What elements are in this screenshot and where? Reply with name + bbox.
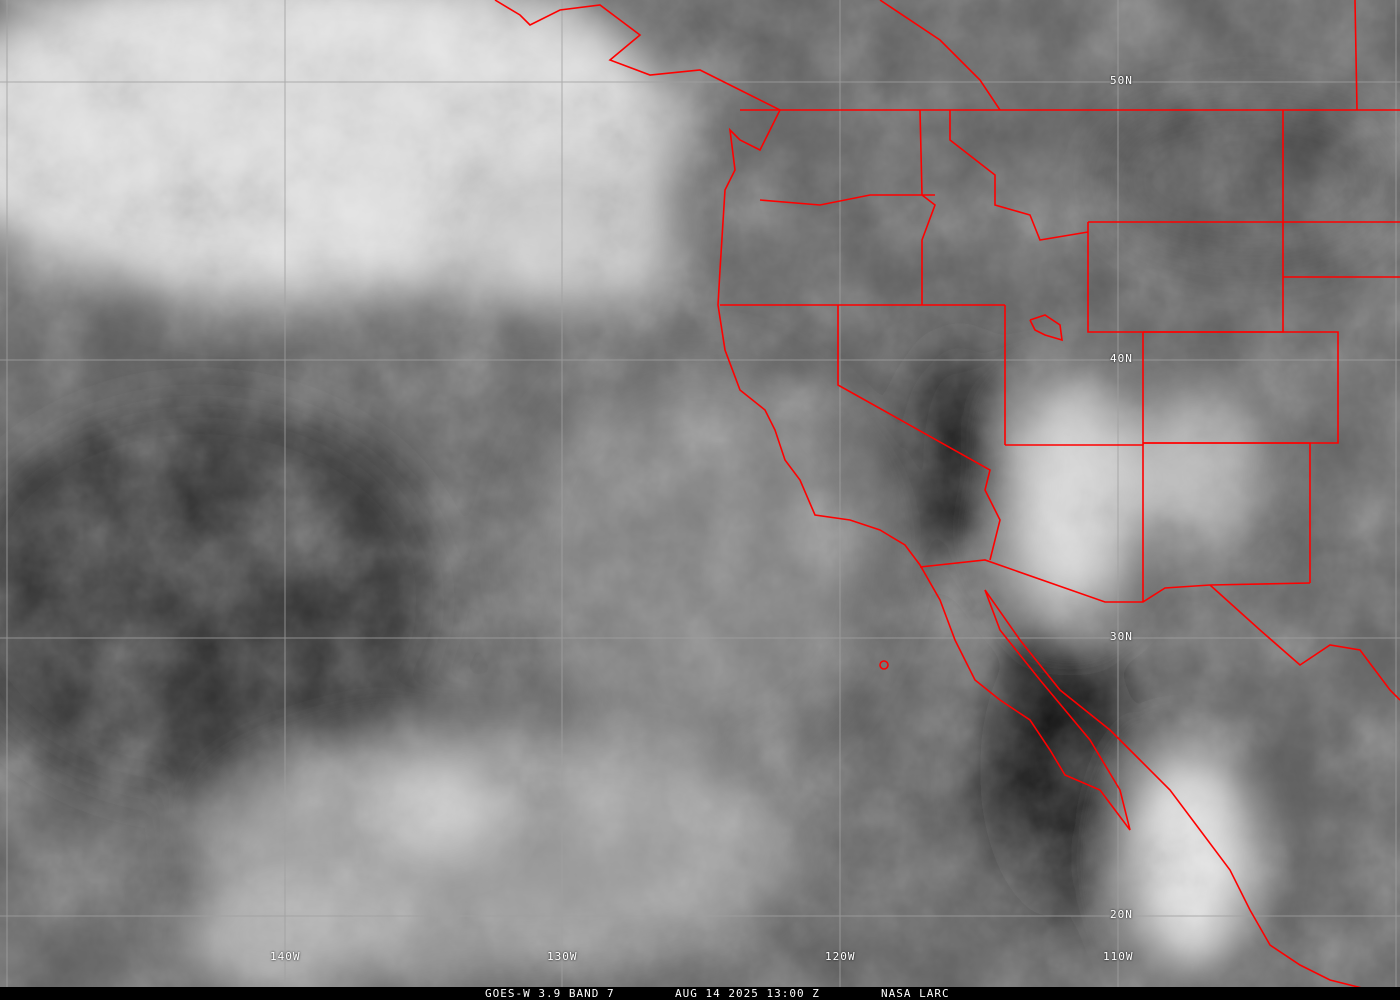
latitude-label: 50N: [1110, 74, 1133, 87]
satellite-band-label: GOES-W 3.9 BAND 7: [485, 987, 615, 1000]
longitude-label: 120W: [825, 950, 856, 963]
idaho-montana-border: [949, 110, 1089, 241]
new-mexico-border: [1143, 442, 1311, 583]
alberta-sask-border: [1354, 0, 1358, 111]
datetime-label: AUG 14 2025 13:00 Z: [675, 987, 820, 1000]
idaho-west-border: [919, 109, 936, 305]
latitude-label: 40N: [1110, 352, 1133, 365]
coastline: [494, 0, 1131, 831]
bc-alberta-border: [879, 0, 1001, 111]
caption-bar: GOES-W 3.9 BAND 7 AUG 14 2025 13:00 Z NA…: [0, 987, 1400, 1000]
montana-border: [1282, 110, 1400, 223]
guadalupe-island: [879, 660, 889, 670]
latitude-label: 30N: [1110, 630, 1133, 643]
mexico-coast-east: [1209, 584, 1400, 701]
latitude-label: 20N: [1110, 908, 1133, 921]
wa-or-border: [759, 194, 935, 206]
ca-nv-diagonal: [837, 305, 1001, 561]
longitude-label: 130W: [547, 950, 578, 963]
source-label: NASA LARC: [881, 987, 950, 1000]
longitude-label: 140W: [270, 950, 301, 963]
longitude-label: 110W: [1103, 950, 1134, 963]
mainland-mexico-coast: [984, 589, 1371, 991]
great-salt-lake: [1029, 314, 1063, 342]
utah-border: [1087, 222, 1144, 445]
political-borders: [494, 0, 1400, 991]
